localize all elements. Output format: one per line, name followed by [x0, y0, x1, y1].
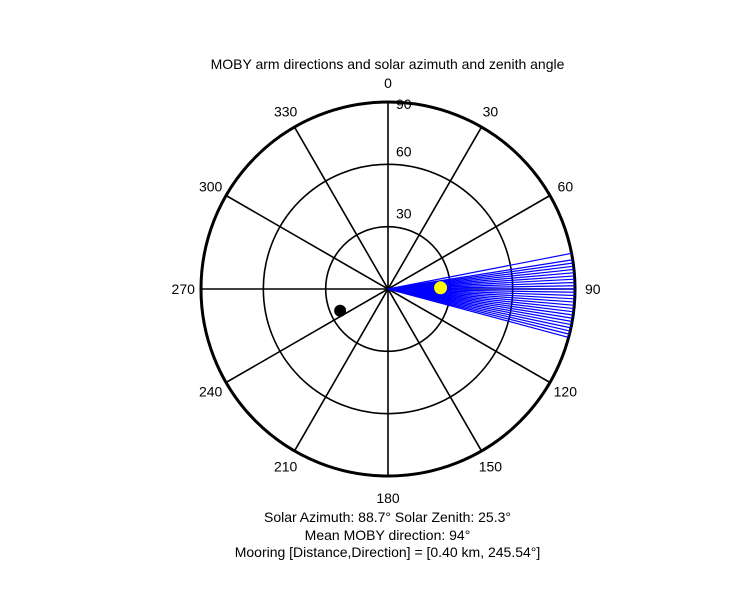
mooring-annotation: Mooring [Distance,Direction] = [0.40 km,… — [234, 544, 541, 560]
mooring-marker — [334, 304, 347, 317]
angle-tick-label-210: 210 — [274, 458, 298, 474]
solar-annotation: Solar Azimuth: 88.7° Solar Zenith: 25.3° — [264, 509, 511, 525]
angle-tick-label-60: 60 — [558, 179, 574, 195]
markers — [334, 281, 448, 317]
angle-tick-label-90: 90 — [585, 281, 601, 297]
moby-arm-directions — [387, 252, 575, 338]
arm-line — [387, 252, 572, 290]
radius-tick-label-30: 30 — [396, 206, 412, 222]
angle-tick-label-120: 120 — [554, 383, 578, 399]
radius-tick-label-90: 90 — [396, 96, 412, 112]
arm-line — [387, 288, 569, 338]
tick-labels: 0 30 60 90 120 150 180 210 240 270 300 330 30 60 90 — [172, 75, 601, 506]
chart-title: MOBY arm directions and solar azimuth an… — [210, 56, 565, 72]
sun-marker — [434, 281, 448, 295]
angle-tick-label-180: 180 — [376, 490, 400, 506]
angle-tick-label-300: 300 — [199, 179, 223, 195]
angle-tick-label-330: 330 — [274, 104, 298, 120]
angle-tick-label-0: 0 — [384, 75, 392, 91]
angle-tick-label-30: 30 — [483, 104, 499, 120]
angle-tick-label-150: 150 — [479, 458, 503, 474]
radius-tick-label-60: 60 — [396, 143, 412, 159]
angle-tick-label-270: 270 — [172, 281, 196, 297]
mean-direction-annotation: Mean MOBY direction: 94° — [304, 527, 471, 543]
angle-tick-label-240: 240 — [199, 383, 223, 399]
